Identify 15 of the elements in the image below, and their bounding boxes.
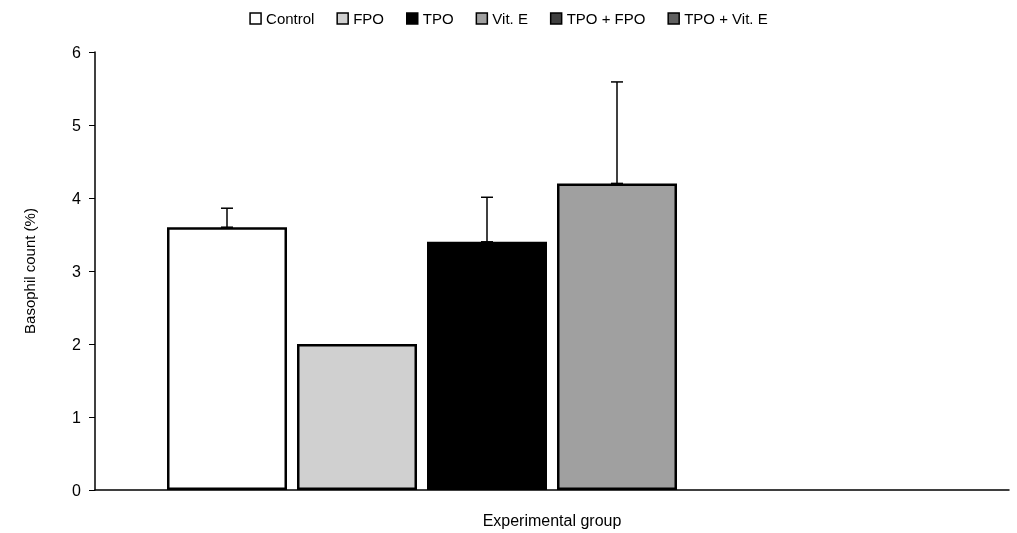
legend-label: Control [266, 10, 315, 27]
legend-label: TPO + Vit. E [684, 10, 768, 27]
y-tick-label: 0 [72, 481, 82, 499]
y-tick-label: 5 [72, 116, 82, 134]
y-tick-label: 6 [72, 43, 82, 61]
y-tick-label: 1 [72, 408, 82, 426]
legend-label: TPO [422, 10, 454, 27]
x-axis-title: Experimental group [482, 511, 622, 529]
y-tick-label: 3 [72, 262, 82, 280]
legend-label: Vit. E [492, 10, 528, 27]
y-tick-label: 2 [72, 335, 82, 353]
y-tick-label: 4 [72, 189, 82, 207]
y-axis-title: Basophil count (%) [21, 208, 38, 334]
legend-label: TPO + FPO [566, 10, 646, 27]
legend-label: FPO [353, 10, 385, 27]
